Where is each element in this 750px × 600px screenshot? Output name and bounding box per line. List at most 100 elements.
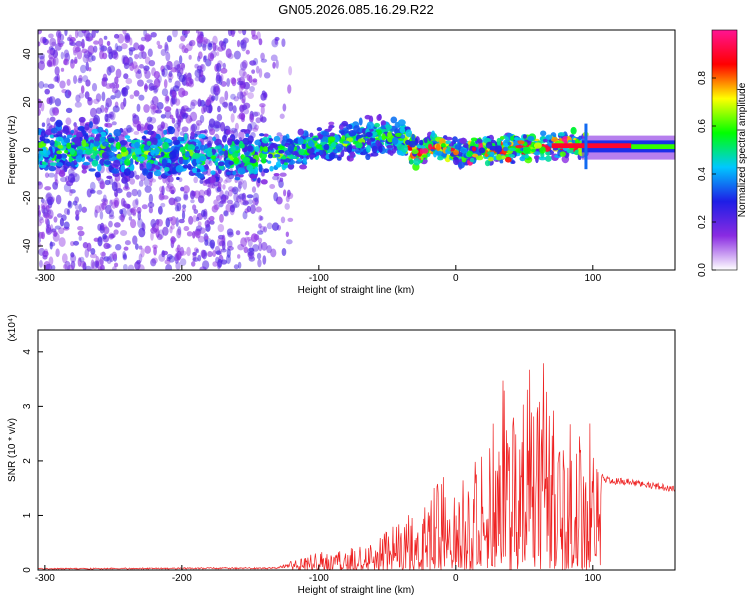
spectrogram-speckle: [258, 68, 263, 78]
spectrogram-cell: [260, 179, 268, 185]
spectrogram-speckle: [38, 220, 42, 227]
spectrogram-speckle: [122, 30, 127, 35]
spectrogram-speckle: [237, 183, 242, 192]
spectrogram-speckle: [180, 106, 186, 117]
spectrogram-cell: [88, 168, 96, 172]
spectrogram-speckle: [70, 58, 74, 64]
spectrogram-cell: [192, 152, 201, 160]
spectrogram-speckle: [63, 49, 70, 58]
spectrogram-cell: [346, 155, 351, 161]
spectrogram-cell: [66, 142, 72, 150]
spectrogram-speckle: [220, 248, 227, 253]
spectrogram-speckle: [224, 90, 229, 101]
spectrogram-speckle: [91, 30, 96, 39]
spectrogram-speckle: [281, 248, 287, 256]
spectrogram-speckle: [39, 218, 45, 224]
spectrogram-speckle: [93, 45, 98, 53]
spectrogram-speckle: [93, 114, 101, 125]
spectrogram-speckle: [101, 202, 107, 210]
spectrogram-speckle: [161, 88, 169, 97]
spectrogram-speckle: [137, 264, 145, 270]
spectrogram-speckle: [259, 103, 266, 108]
spectrogram-speckle: [80, 64, 87, 74]
spectrogram-speckle: [242, 200, 249, 206]
spectrogram-cell: [41, 161, 46, 165]
spectrogram-speckle: [219, 213, 224, 223]
spectrogram-cell: [217, 168, 222, 175]
spectrogram-speckle: [147, 202, 155, 208]
spectrogram-speckle: [201, 77, 205, 84]
spectrogram-speckle: [133, 42, 140, 51]
spectrogram-speckle: [166, 256, 171, 262]
spectrogram-cell: [376, 114, 382, 121]
spectrogram-cell: [470, 137, 478, 142]
spectrogram-speckle: [129, 178, 136, 185]
spectrogram-speckle: [178, 62, 186, 69]
spectrogram-speckle: [175, 252, 181, 262]
spectrogram-speckle: [143, 176, 150, 187]
spectrogram-cell: [49, 162, 58, 167]
spectrogram-speckle: [44, 217, 49, 225]
spectrogram-speckle: [263, 72, 271, 79]
spectrogram-speckle: [104, 107, 109, 113]
spectrogram-speckle: [190, 199, 195, 204]
spectrogram-speckle: [217, 223, 225, 233]
spectrogram-speckle: [148, 82, 155, 91]
spectrogram-speckle: [243, 102, 251, 109]
spectrogram-speckle: [87, 51, 93, 57]
y-tick-label: 3: [22, 403, 33, 409]
spectrogram-speckle: [212, 250, 217, 258]
spectrogram-speckle: [157, 44, 163, 49]
spectrogram-speckle: [77, 257, 82, 267]
spectrogram-speckle: [236, 91, 244, 100]
spectrogram-speckle: [258, 38, 263, 46]
spectrogram-cell: [214, 161, 219, 166]
spectrogram-speckle: [138, 227, 146, 238]
spectrogram-speckle: [102, 233, 107, 240]
spectrogram-cell: [267, 160, 272, 164]
spectrogram-speckle: [109, 199, 113, 207]
spectrogram-speckle: [192, 230, 196, 239]
spectrogram-speckle: [166, 35, 172, 43]
spectrogram-speckle: [46, 117, 51, 127]
spectrogram-cell: [113, 159, 121, 168]
spectrogram-speckle: [188, 54, 192, 60]
spectrogram-cell: [75, 155, 83, 163]
spectrogram-speckle: [195, 119, 203, 126]
spectrogram-speckle: [112, 105, 120, 113]
spectrogram-cell: [154, 147, 160, 154]
spectrogram-cell: [409, 159, 414, 165]
spectrogram-cell: [333, 134, 340, 143]
spectrogram-speckle: [123, 62, 130, 70]
spectrogram-speckle: [221, 234, 226, 243]
spectrogram-speckle: [190, 99, 198, 107]
spectrogram-cell: [557, 132, 565, 137]
spectrogram-speckle: [137, 218, 143, 228]
spectrogram-speckle: [255, 65, 260, 74]
spectrogram-speckle: [238, 181, 243, 189]
spectrogram-speckle: [103, 242, 111, 250]
spectrogram-cell: [149, 137, 158, 143]
spectrogram-cell: [385, 124, 393, 130]
spectrogram-speckle: [114, 199, 119, 208]
x-tick-label: -100: [309, 273, 329, 284]
spectrogram-speckle: [164, 94, 170, 104]
spectrogram-speckle: [193, 190, 201, 199]
spectrogram-speckle: [167, 176, 174, 183]
spectrogram-speckle: [53, 231, 58, 238]
spectrogram-speckle: [285, 195, 290, 203]
spectrogram-speckle: [201, 36, 209, 45]
spectrogram-speckle: [249, 121, 257, 130]
spectrogram-speckle: [284, 203, 290, 210]
spectrogram-cell: [63, 137, 71, 144]
spectrogram-speckle: [260, 170, 266, 177]
spectrogram-cell: [116, 153, 123, 159]
spectrogram-speckle: [136, 259, 141, 265]
spectrogram-speckle: [89, 107, 97, 118]
spectrogram-speckle: [244, 199, 249, 205]
spectrogram-speckle: [144, 245, 152, 254]
spectrogram-cell: [40, 130, 47, 138]
spectrogram-speckle: [188, 215, 194, 225]
spectrogram-cell: [56, 150, 63, 155]
